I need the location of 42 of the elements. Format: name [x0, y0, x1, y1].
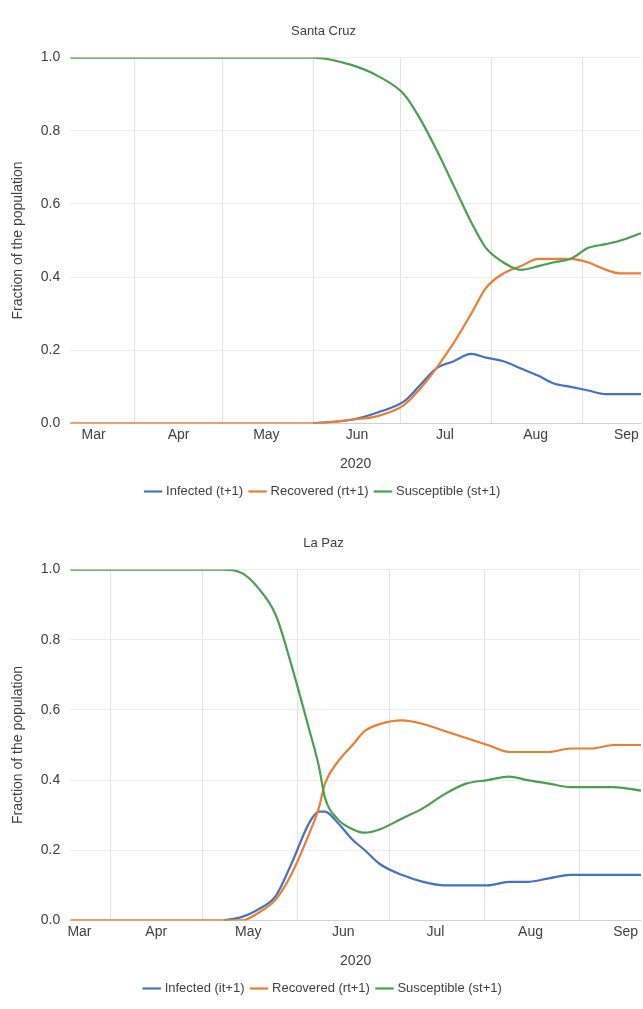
- y-tick-label: 0.4: [40, 770, 61, 787]
- line-series: [70, 569, 641, 834]
- x-tick-label: Apr: [167, 425, 190, 442]
- y-tick-label: 0.2: [40, 841, 61, 858]
- y-tick-label: 0.0: [40, 414, 61, 431]
- y-tick-label: 1.0: [40, 48, 61, 65]
- x-tick-label: May: [235, 922, 262, 939]
- x-tick-label: Jul: [435, 425, 454, 442]
- chart-title: La Paz: [303, 535, 344, 551]
- legend-label: Recovered (rt+1): [270, 483, 369, 499]
- x-tick-label: Mar: [67, 922, 92, 939]
- x-tick-label: Sep: [613, 425, 640, 442]
- y-tick-label: 0.0: [40, 911, 61, 928]
- legend-label: Susceptible (st+1): [395, 483, 501, 499]
- y-tick-label: 0.8: [40, 121, 61, 138]
- x-tick-label: Jun: [345, 425, 369, 442]
- y-axis-title: Fraction of the population: [9, 666, 26, 824]
- legend-label: Infected (t+1): [166, 483, 244, 499]
- y-axis-title: Fraction of the population: [9, 161, 26, 320]
- chart-title: Santa Cruz: [290, 23, 357, 39]
- y-tick-label: 0.6: [40, 194, 61, 211]
- line-series: [70, 257, 641, 424]
- legend-label: Recovered (rt+1): [272, 980, 370, 996]
- x-tick-label: Mar: [81, 425, 107, 442]
- x-tick-label: May: [253, 425, 280, 442]
- x-tick-label: Aug: [518, 922, 543, 939]
- y-tick-label: 0.2: [40, 341, 61, 358]
- line-series: [70, 719, 641, 921]
- x-tick-label: Aug: [523, 425, 549, 442]
- y-tick-label: 0.4: [40, 267, 61, 284]
- y-tick-label: 0.8: [40, 630, 61, 647]
- line-series: [70, 57, 641, 271]
- legend-label: Infected (it+1): [164, 980, 245, 996]
- x-tick-label: Jun: [332, 922, 355, 939]
- x-axis-title: 2020: [340, 952, 372, 969]
- x-tick-label: Jul: [426, 922, 445, 939]
- x-axis-title: 2020: [340, 455, 372, 472]
- legend-label: Susceptible (st+1): [397, 980, 502, 996]
- y-tick-label: 1.0: [40, 560, 61, 577]
- x-tick-label: Sep: [613, 922, 639, 939]
- y-tick-label: 0.6: [40, 700, 61, 717]
- x-tick-label: Apr: [145, 922, 168, 939]
